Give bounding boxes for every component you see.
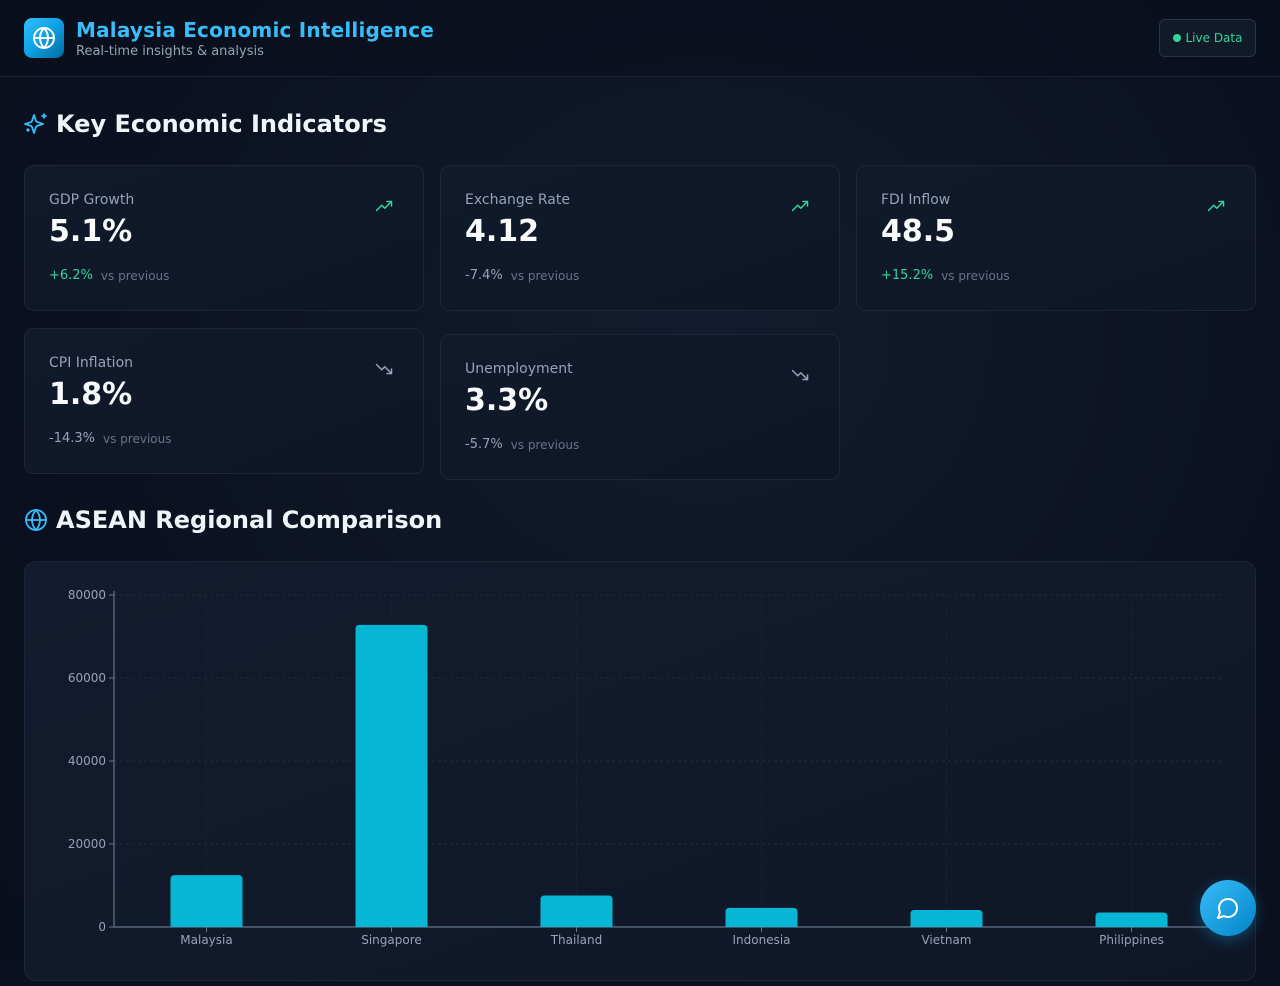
- bar-malaysia: [170, 875, 243, 927]
- x-tick-label: Philippines: [1099, 933, 1164, 947]
- indicator-label: Exchange Rate: [465, 192, 570, 208]
- indicator-label: GDP Growth: [49, 192, 135, 208]
- chat-bubble-icon: [1216, 896, 1240, 920]
- trending-down-icon: [791, 367, 809, 381]
- indicator-change: -14.3%: [49, 431, 95, 446]
- trending-up-icon: [1207, 198, 1225, 212]
- indicator-label: FDI Inflow: [881, 192, 951, 208]
- bar-philippines: [1095, 912, 1168, 927]
- indicator-label: CPI Inflation: [49, 355, 134, 371]
- globe-icon: [24, 18, 64, 58]
- app-title: Malaysia Economic Intelligence: [76, 18, 435, 42]
- indicator-change: -7.4%: [465, 268, 503, 283]
- indicator-value: 48.5: [881, 214, 956, 249]
- indicators-title: Key Economic Indicators: [56, 110, 387, 138]
- live-data-badge[interactable]: Live Data: [1159, 19, 1256, 57]
- indicator-card[interactable]: GDP Growth 5.1% +6.2% vs previous: [24, 165, 424, 311]
- indicator-vs-label: vs previous: [510, 438, 580, 452]
- indicator-change: +6.2%: [49, 268, 93, 283]
- trending-up-icon: [791, 198, 809, 212]
- indicator-vs-label: vs previous: [510, 269, 580, 283]
- bar-chart: 0 20000 40000 60000 80000 Malaysia Singapore Th…: [68, 588, 1224, 947]
- comparison-chart-panel: 0 20000 40000 60000 80000 Malaysia Singapore Th…: [24, 561, 1256, 981]
- app-header: Malaysia Economic Intelligence Real-time…: [0, 0, 1280, 77]
- y-tick-label: 40000: [68, 754, 106, 768]
- indicator-card[interactable]: CPI Inflation 1.8% -14.3% vs previous: [24, 328, 424, 474]
- app-subtitle: Real-time insights & analysis: [76, 44, 264, 59]
- comparison-heading: ASEAN Regional Comparison: [24, 506, 442, 534]
- indicator-label: Unemployment: [465, 361, 573, 377]
- indicator-card[interactable]: FDI Inflow 48.5 +15.2% vs previous: [856, 165, 1256, 311]
- comparison-title: ASEAN Regional Comparison: [56, 506, 443, 534]
- indicator-change: +15.2%: [881, 268, 934, 283]
- live-data-label: Live Data: [1185, 31, 1243, 45]
- indicator-vs-label: vs previous: [941, 269, 1010, 283]
- bar-singapore: [355, 624, 428, 927]
- status-dot-icon: [1172, 34, 1181, 42]
- indicator-change: -5.7%: [465, 437, 503, 452]
- x-tick-label: Indonesia: [732, 933, 790, 947]
- trending-up-icon: [375, 198, 393, 212]
- indicator-value: 5.1%: [49, 214, 133, 249]
- y-tick-label: 0: [98, 920, 106, 934]
- x-tick-label: Singapore: [361, 933, 422, 947]
- indicator-value: 4.12: [465, 214, 540, 249]
- x-tick-label: Malaysia: [180, 933, 232, 947]
- indicator-value: 1.8%: [49, 377, 133, 412]
- x-tick-label: Thailand: [550, 933, 603, 947]
- x-tick-label: Vietnam: [921, 933, 971, 947]
- y-tick-label: 60000: [68, 671, 106, 685]
- y-tick-label: 80000: [68, 588, 106, 602]
- indicator-value: 3.3%: [465, 383, 549, 418]
- indicators-heading: Key Economic Indicators: [24, 110, 387, 138]
- y-tick-label: 20000: [68, 837, 106, 851]
- bar-thailand: [540, 895, 613, 927]
- indicator-vs-label: vs previous: [100, 269, 170, 283]
- globe-icon: [24, 508, 48, 532]
- trending-down-icon: [375, 361, 393, 375]
- indicator-card[interactable]: Unemployment 3.3% -5.7% vs previous: [440, 334, 840, 480]
- bar-indonesia: [725, 907, 798, 927]
- indicator-card[interactable]: Exchange Rate 4.12 -7.4% vs previous: [440, 165, 840, 311]
- sparkles-icon: [24, 112, 48, 136]
- bar-vietnam: [910, 909, 983, 927]
- indicator-vs-label: vs previous: [103, 432, 172, 446]
- chat-button[interactable]: [1200, 880, 1256, 936]
